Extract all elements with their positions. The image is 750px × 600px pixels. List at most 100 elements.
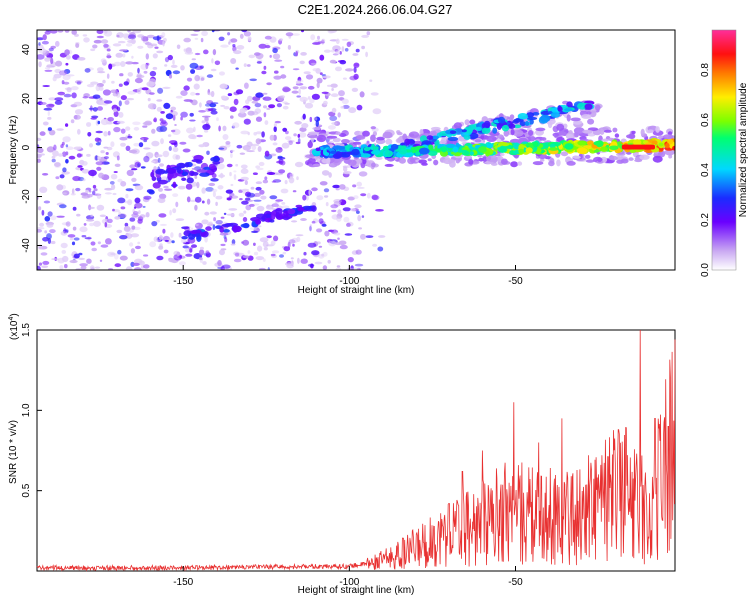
noise-blob <box>117 197 126 204</box>
trace-halo <box>585 159 595 163</box>
noise-blob <box>236 144 243 149</box>
noise-blob <box>124 100 130 105</box>
noise-blob <box>120 142 126 147</box>
noise-blob <box>299 127 307 132</box>
y-tick-label: -20 <box>21 189 32 204</box>
noise-blob <box>272 53 281 60</box>
noise-blob <box>263 65 267 70</box>
noise-blob <box>255 116 263 122</box>
trace-halo <box>532 161 544 166</box>
noise-blob <box>124 200 131 204</box>
noise-blob <box>48 47 54 52</box>
noise-blob <box>57 153 64 157</box>
noise-blob <box>347 257 354 263</box>
trace-halo <box>603 129 612 133</box>
main-trace-blob <box>532 141 539 148</box>
noise-blob <box>309 224 312 227</box>
noise-blob <box>89 143 93 148</box>
noise-blob <box>50 240 56 245</box>
noise-blob <box>330 83 338 88</box>
noise-blob <box>331 122 338 125</box>
noise-blob <box>216 117 219 122</box>
main-trace-blob <box>658 142 664 147</box>
noise-blob <box>163 249 169 254</box>
main-trace-blob <box>501 142 510 147</box>
noise-blob <box>353 66 357 73</box>
noise-blob <box>113 171 118 173</box>
noise-blob <box>62 192 67 195</box>
noise-blob <box>337 209 342 215</box>
noise-blob <box>292 243 295 247</box>
noise-blob <box>207 108 214 111</box>
noise-blob <box>96 35 104 39</box>
trace-halo <box>574 132 579 138</box>
noise-blob <box>239 198 243 201</box>
noise-blob <box>159 118 164 122</box>
main-trace-blob <box>373 146 379 150</box>
noise-blob <box>140 137 149 141</box>
lower-streak-blob <box>222 229 230 233</box>
noise-blob <box>352 53 359 56</box>
noise-blob <box>62 74 71 81</box>
noise-blob <box>230 183 234 187</box>
lower-streak-blob <box>224 223 234 226</box>
noise-blob <box>90 214 94 218</box>
noise-blob <box>44 69 53 72</box>
noise-blob <box>371 194 379 200</box>
noise-blob <box>242 255 250 259</box>
noise-blob <box>294 161 304 168</box>
noise-blob <box>267 267 270 270</box>
trace-halo <box>486 155 491 162</box>
noise-blob <box>117 40 126 44</box>
trace-halo <box>560 151 569 157</box>
trace-halo <box>599 129 605 135</box>
colorbar-tick-label: 0.2 <box>700 213 711 227</box>
noise-blob <box>222 264 231 269</box>
y-tick-label: 0 <box>21 144 32 150</box>
noise-blob <box>189 199 197 203</box>
noise-blob <box>113 126 121 133</box>
trace-halo <box>468 159 474 165</box>
noise-blob <box>132 211 139 215</box>
noise-blob <box>202 261 207 265</box>
noise-blob <box>54 162 61 168</box>
main-trace-blob <box>370 150 381 155</box>
noise-blob <box>243 63 247 67</box>
noise-blob <box>37 229 42 233</box>
noise-blob <box>263 105 267 109</box>
trace-halo <box>597 157 602 163</box>
noise-blob <box>198 257 203 261</box>
noise-blob <box>53 144 57 151</box>
noise-blob <box>132 30 142 34</box>
noise-blob <box>305 195 309 201</box>
noise-blob <box>248 54 256 59</box>
noise-blob <box>171 240 175 244</box>
noise-blob <box>298 132 307 138</box>
noise-blob <box>151 221 158 227</box>
noise-blob <box>81 195 91 199</box>
noise-blob <box>307 263 315 267</box>
trace-halo <box>371 162 376 168</box>
noise-blob <box>83 223 87 226</box>
noise-blob <box>103 100 113 104</box>
noise-blob <box>122 53 126 58</box>
noise-blob <box>119 235 128 240</box>
noise-blob <box>100 39 109 44</box>
noise-blob <box>371 195 380 201</box>
noise-blob <box>338 90 345 97</box>
noise-blob <box>82 96 89 99</box>
upper-streak-blob <box>447 136 459 142</box>
noise-blob <box>244 197 251 201</box>
noise-blob <box>372 108 382 115</box>
noise-blob <box>370 126 376 130</box>
noise-blob <box>347 267 353 270</box>
noise-blob <box>102 79 106 84</box>
noise-blob <box>167 134 172 137</box>
noise-blob <box>152 53 158 59</box>
noise-blob <box>152 36 162 41</box>
noise-blob <box>82 178 86 182</box>
noise-blob <box>251 143 260 147</box>
noise-blob <box>145 53 149 60</box>
noise-blob <box>323 188 330 193</box>
noise-blob <box>282 105 289 110</box>
